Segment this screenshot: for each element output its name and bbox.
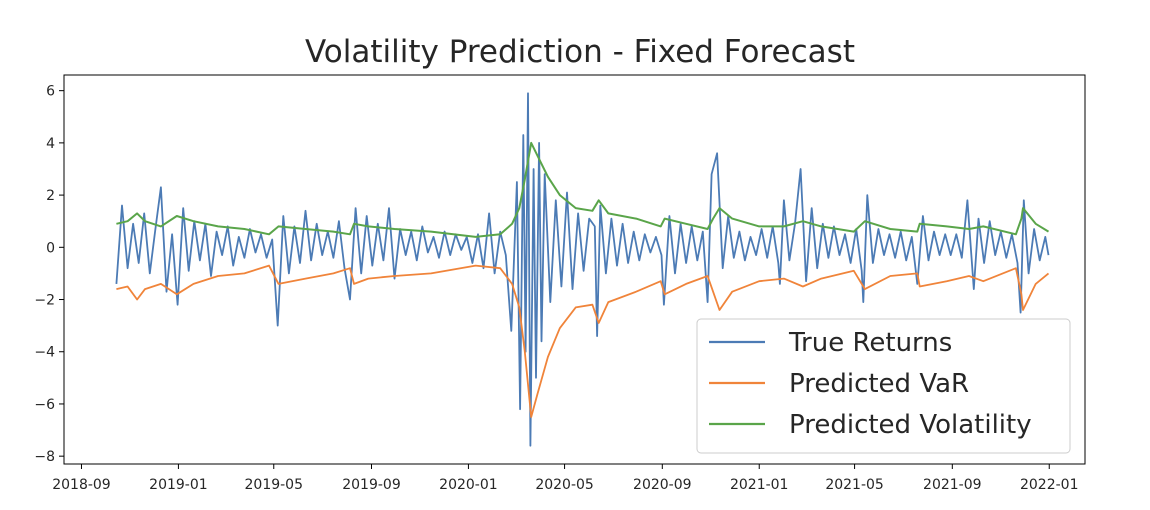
y-tick-label: 0 — [46, 240, 55, 256]
y-tick-label: −8 — [34, 449, 55, 465]
x-tick-label: 2019-05 — [245, 477, 304, 493]
x-tick-label: 2019-09 — [342, 477, 401, 493]
x-tick-label: 2021-01 — [730, 477, 789, 493]
legend-label: True Returns — [788, 328, 952, 358]
x-tick-label: 2019-01 — [149, 477, 208, 493]
series-line-true-returns — [115, 92, 1050, 447]
y-tick-label: −2 — [34, 293, 55, 309]
series-line-predicted-volatility — [116, 141, 1050, 238]
x-tick-label: 2020-05 — [535, 477, 594, 493]
chart-title: Volatility Prediction - Fixed Forecast — [305, 34, 855, 70]
series-layer — [115, 92, 1050, 447]
legend: True Returns Predicted VaR Predicted Volat… — [696, 318, 1071, 454]
x-tick-label: 2022-01 — [1020, 477, 1079, 493]
x-tick-label: 2020-09 — [633, 477, 692, 493]
x-tick-label: 2021-05 — [825, 477, 884, 493]
y-tick-label: 2 — [46, 188, 55, 204]
y-tick-label: −6 — [34, 397, 55, 413]
x-tick-label: 2020-01 — [439, 477, 498, 493]
x-tick-label: 2021-09 — [923, 477, 982, 493]
y-tick-label: 6 — [46, 84, 55, 100]
legend-label: Predicted Volatility — [789, 410, 1032, 440]
y-tick-label: −4 — [34, 345, 55, 361]
legend-label: Predicted VaR — [789, 369, 969, 399]
axis-layer: 2018-09 2019-01 2019-05 2019-09 2020-01 2020-… — [34, 84, 1078, 493]
legend-box — [696, 318, 1071, 454]
x-tick-label: 2018-09 — [52, 477, 111, 493]
series-line-predicted-var — [116, 264, 1050, 418]
y-tick-label: 4 — [46, 136, 55, 152]
